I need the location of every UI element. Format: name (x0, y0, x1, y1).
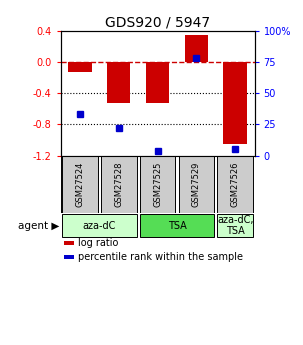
Bar (217, 214, 253, 237)
Bar (185, 35, 208, 62)
Bar (62, 214, 137, 237)
Text: GSM27529: GSM27529 (192, 162, 201, 207)
Title: GDS920 / 5947: GDS920 / 5947 (105, 16, 210, 30)
Bar (146, 62, 169, 104)
Text: agent ▶: agent ▶ (18, 220, 60, 230)
Bar (107, 62, 130, 102)
Text: GSM27528: GSM27528 (114, 162, 123, 207)
Bar (68, 62, 92, 72)
Bar (140, 156, 175, 213)
Text: TSA: TSA (168, 220, 186, 230)
Text: log ratio: log ratio (78, 238, 118, 248)
Bar (62, 156, 98, 213)
Text: aza-dC: aza-dC (83, 220, 116, 230)
Bar (65, 241, 74, 245)
Bar (101, 156, 137, 213)
Bar (217, 156, 253, 213)
Text: aza-dC,
TSA: aza-dC, TSA (217, 215, 253, 236)
Text: GSM27525: GSM27525 (153, 162, 162, 207)
Text: GSM27526: GSM27526 (231, 162, 240, 207)
Bar (65, 255, 74, 259)
Bar (140, 214, 214, 237)
Text: GSM27524: GSM27524 (75, 162, 85, 207)
Bar (224, 62, 247, 144)
Bar (178, 156, 214, 213)
Text: percentile rank within the sample: percentile rank within the sample (78, 252, 243, 262)
